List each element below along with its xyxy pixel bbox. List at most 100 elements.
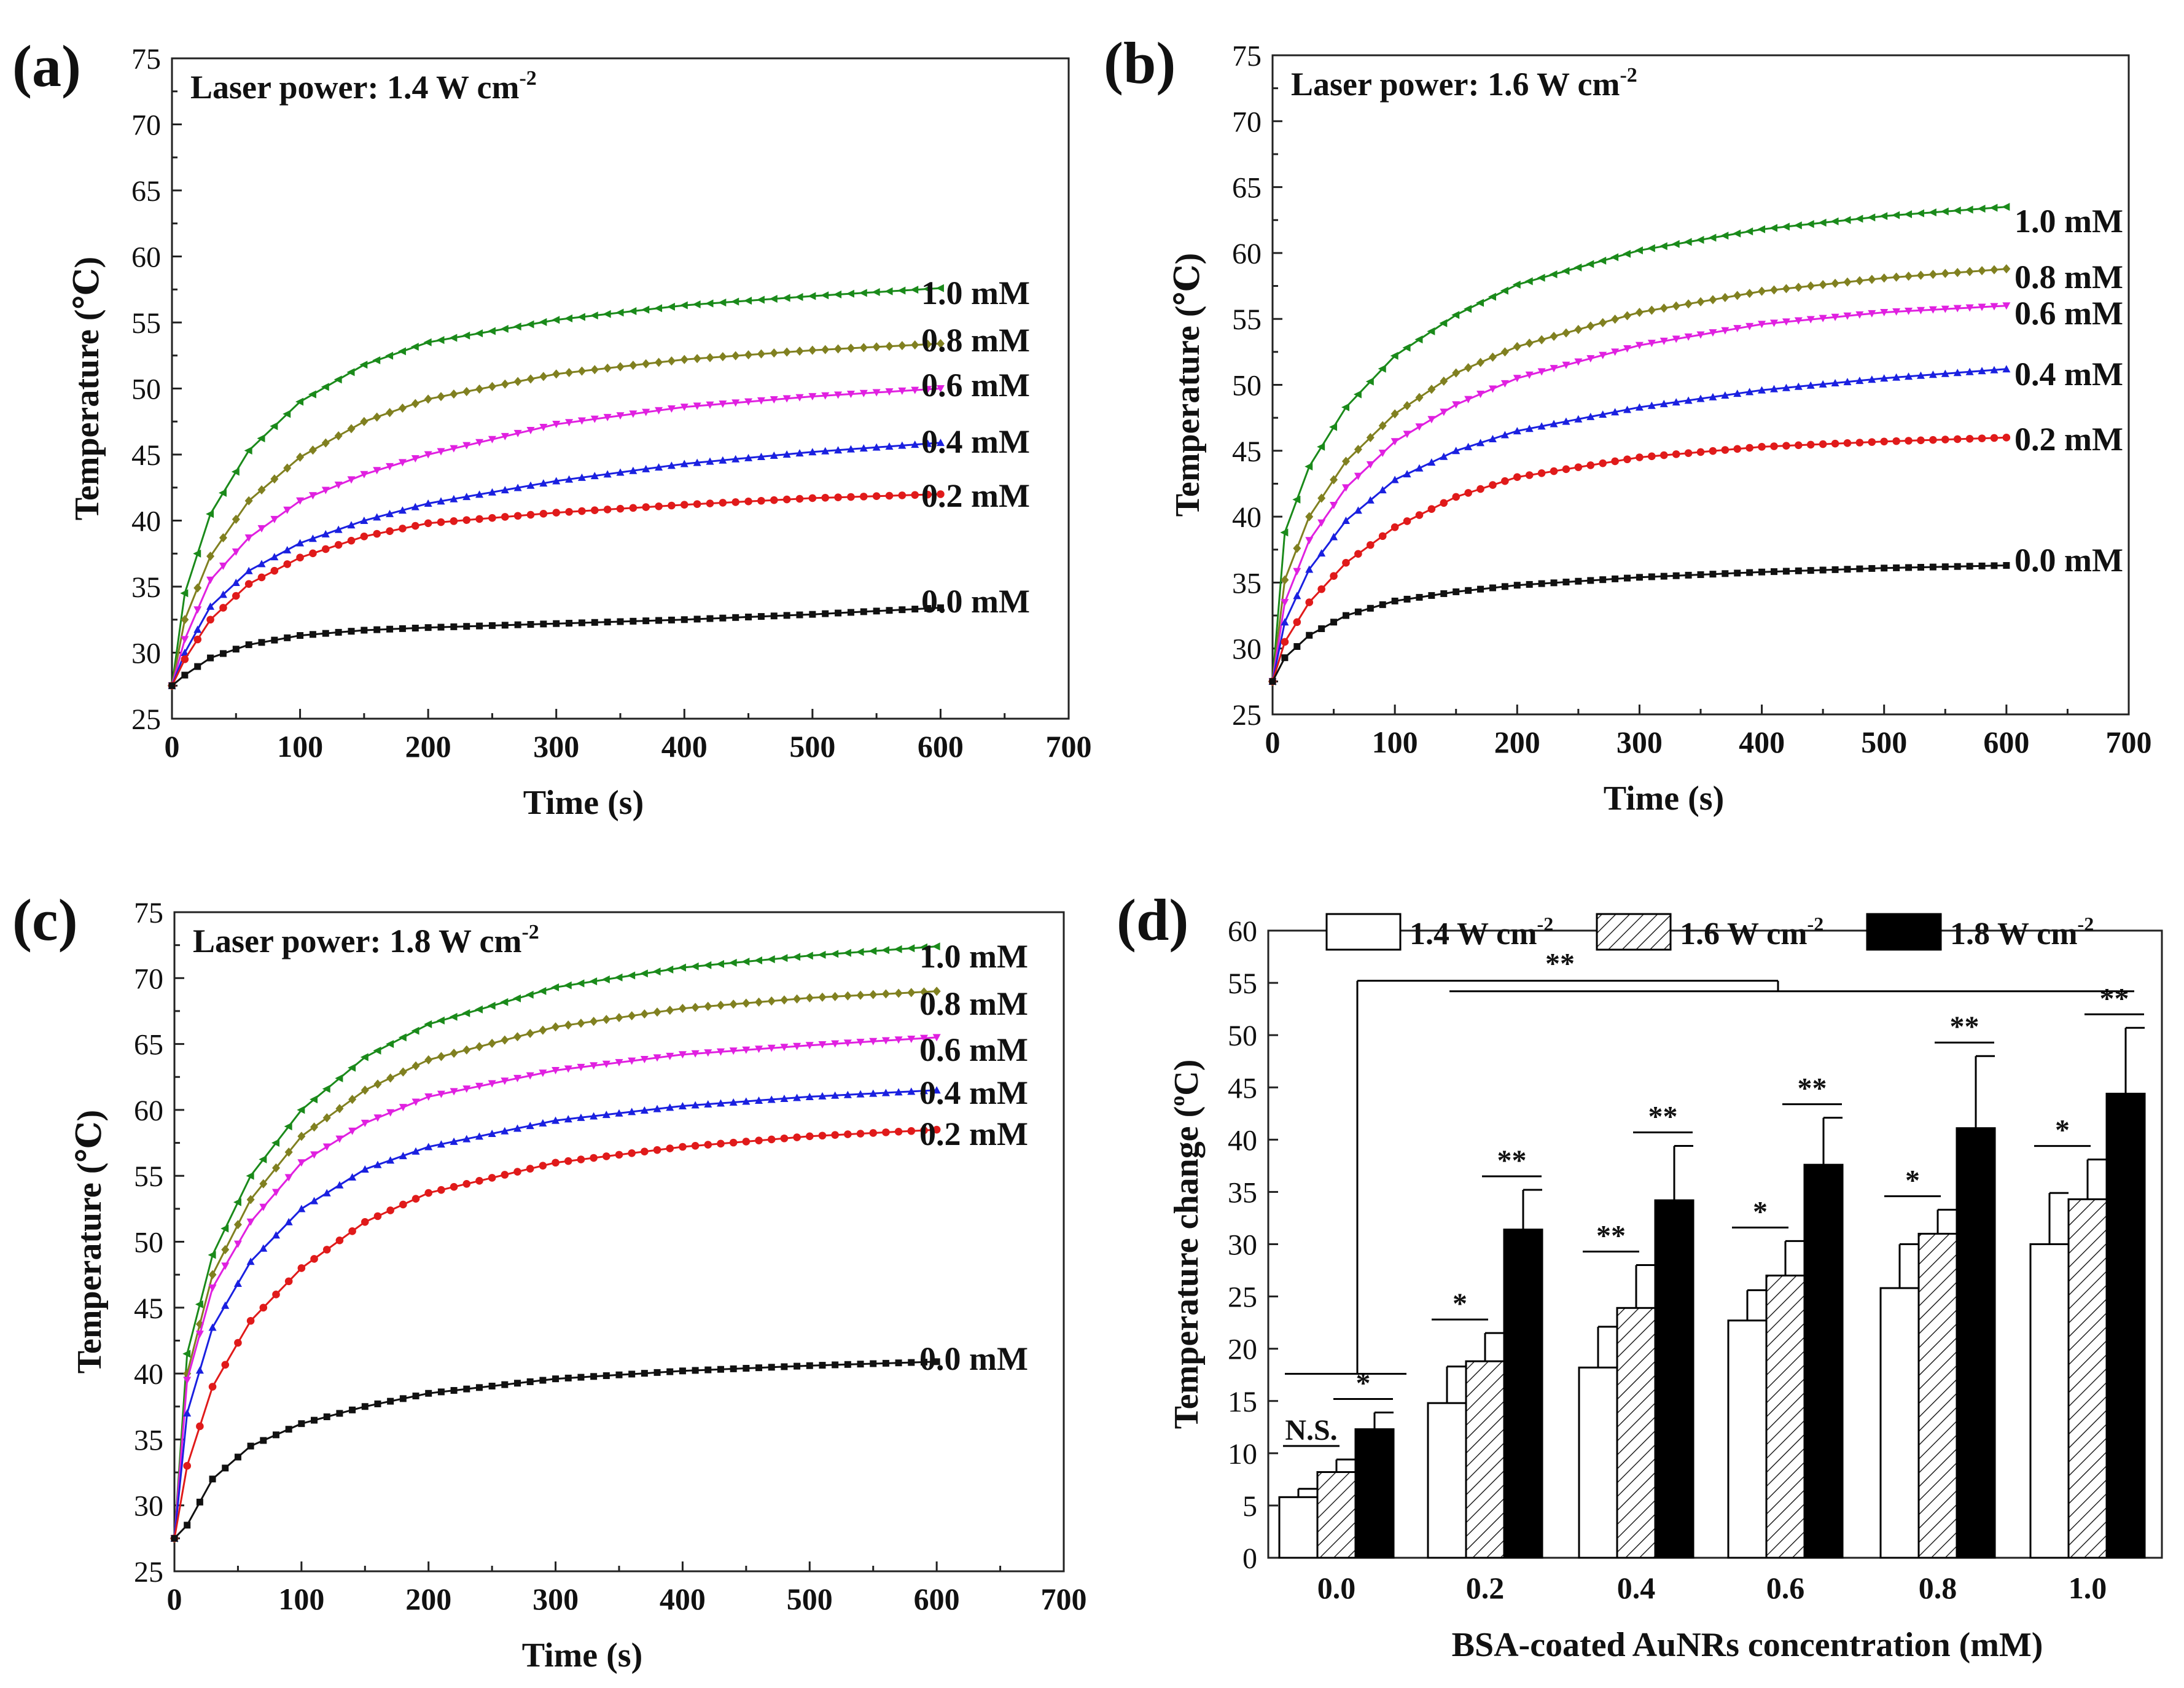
data-point: [1916, 270, 1925, 280]
x-tick-label: 500: [787, 1582, 833, 1616]
data-point: [1415, 511, 1424, 519]
data-point: [310, 1095, 318, 1104]
legend-label-sup: -2: [1808, 913, 1824, 935]
data-point: [783, 612, 790, 619]
data-point: [1599, 576, 1607, 584]
data-point: [859, 343, 868, 353]
data-point: [805, 951, 813, 960]
data-point: [666, 1006, 674, 1015]
data-point: [1745, 227, 1753, 236]
data-point: [244, 447, 252, 455]
data-point: [437, 392, 445, 402]
y-tick-label: 50: [1232, 370, 1262, 402]
data-point: [821, 494, 830, 502]
data-point: [475, 384, 484, 394]
data-point: [1696, 297, 1705, 307]
y-tick-label: 40: [1228, 1124, 1257, 1157]
data-point: [1709, 329, 1717, 337]
series-line: [173, 945, 937, 1539]
data-point: [590, 1112, 598, 1120]
data-point: [246, 1218, 255, 1226]
data-point: [817, 950, 826, 959]
data-point: [475, 490, 484, 498]
data-point: [1781, 222, 1790, 231]
data-point: [641, 1370, 648, 1377]
significance-label: **: [1497, 1144, 1527, 1177]
data-point: [1562, 328, 1570, 338]
data-point: [1513, 427, 1521, 435]
data-point: [843, 948, 851, 957]
data-point: [779, 954, 788, 963]
data-point: [680, 459, 688, 467]
data-point: [283, 506, 292, 514]
data-point: [885, 342, 894, 351]
data-point: [744, 297, 752, 305]
data-point: [1403, 595, 1411, 603]
data-point: [617, 618, 624, 625]
data-point: [565, 367, 574, 377]
data-point: [1281, 638, 1289, 646]
data-point: [257, 485, 266, 495]
data-point: [474, 1005, 483, 1014]
data-point: [577, 313, 585, 321]
data-point: [1292, 495, 1301, 504]
data-point: [462, 1085, 471, 1093]
data-point: [297, 1159, 306, 1167]
data-point: [704, 1100, 712, 1108]
data-point: [847, 609, 854, 616]
data-point: [284, 1217, 293, 1225]
data-point: [846, 445, 855, 453]
data-point: [551, 983, 560, 991]
data-point: [553, 620, 560, 627]
data-point: [1733, 389, 1742, 397]
data-point: [333, 375, 342, 384]
data-point: [399, 1104, 407, 1112]
data-point: [766, 955, 775, 964]
data-point: [731, 455, 740, 463]
data-point: [847, 493, 855, 501]
data-point: [424, 1143, 433, 1151]
series-02: [1268, 434, 2011, 686]
x-tick-label: 100: [277, 729, 323, 764]
data-point: [1599, 459, 1607, 467]
data-point: [1868, 310, 1876, 318]
data-point: [919, 1087, 928, 1095]
data-point: [1733, 325, 1742, 333]
data-point: [348, 1173, 357, 1181]
data-point: [1929, 270, 1937, 279]
data-point: [348, 1095, 357, 1104]
data-point: [258, 639, 265, 646]
data-point: [539, 510, 548, 518]
data-point: [386, 1109, 395, 1117]
data-point: [297, 1106, 305, 1114]
data-point: [476, 622, 483, 630]
data-point: [526, 1072, 534, 1080]
data-point: [882, 1359, 889, 1367]
data-point: [450, 1387, 458, 1394]
data-point: [911, 386, 919, 394]
data-point: [450, 1137, 458, 1145]
series-label: 0.2 mM: [2014, 421, 2123, 458]
data-point: [742, 998, 751, 1008]
series-line: [1271, 305, 2007, 682]
data-point: [475, 1042, 483, 1052]
data-point: [821, 392, 830, 400]
data-point: [716, 1001, 725, 1010]
bar: [1727, 1319, 1768, 1559]
data-point: [780, 995, 789, 1005]
data-point: [193, 606, 202, 614]
data-point: [398, 506, 407, 514]
data-point: [450, 1049, 458, 1058]
data-point: [334, 431, 343, 440]
data-point: [805, 1042, 814, 1050]
data-point: [628, 1011, 636, 1021]
data-point: [195, 1330, 204, 1338]
data-point: [171, 1534, 178, 1542]
x-tick-label: 0: [167, 1582, 182, 1616]
data-point: [795, 394, 804, 402]
data-point: [1709, 393, 1717, 401]
data-point: [1978, 562, 1986, 569]
x-tick-label: 100: [278, 1582, 324, 1616]
data-point: [859, 389, 868, 397]
data-point: [1524, 277, 1533, 286]
